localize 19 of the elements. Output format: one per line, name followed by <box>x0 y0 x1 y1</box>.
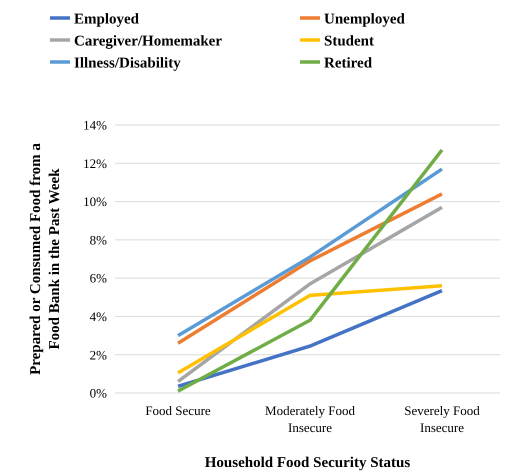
y-tick-label: 6% <box>90 270 108 286</box>
x-axis-title: Household Food Security Status <box>204 455 410 471</box>
y-tick-label: 0% <box>90 386 108 401</box>
x-tick-label: Severely Food Insecure <box>404 403 480 435</box>
y-tick-label: 2% <box>90 347 108 362</box>
y-tick-label: 10% <box>83 194 108 210</box>
legend-label: Employed <box>74 11 140 28</box>
x-tick-label: Moderately Food Insecure <box>265 403 356 435</box>
x-tick-label: Food Secure <box>145 403 211 418</box>
y-tick-label: 8% <box>90 232 108 248</box>
y-tick-label: 12% <box>83 156 108 171</box>
y-tick-label: 14% <box>83 118 108 133</box>
legend-label: Student <box>324 33 374 50</box>
y-tick-label: 4% <box>90 308 108 324</box>
legend-label: Illness/Disability <box>74 55 182 72</box>
legend-label: Caregiver/Homemaker <box>74 33 222 50</box>
y-axis-title: Prepared or Consumed Food from a Food Bank in the Past Week <box>28 142 63 375</box>
legend-label: Unemployed <box>324 11 406 28</box>
legend-label: Retired <box>324 55 373 72</box>
